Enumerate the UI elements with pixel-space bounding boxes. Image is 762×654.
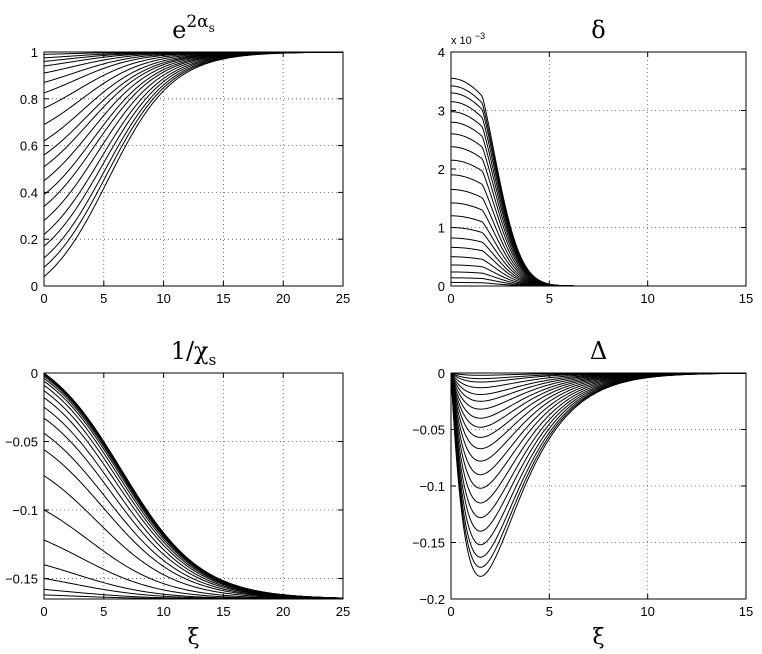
y-tick-label: 1: [438, 221, 445, 236]
panel-title: 1/χs: [171, 337, 217, 369]
series-line: [451, 277, 746, 287]
axes-frame: [43, 372, 344, 600]
series-line: [450, 372, 747, 577]
series-line: [450, 77, 746, 287]
series-line: [451, 256, 746, 287]
y-tick-label: 0: [438, 366, 445, 381]
x-tick-label: 10: [640, 604, 654, 619]
panel-title: Δ: [590, 337, 607, 365]
y-tick-label: −0.1: [419, 479, 445, 494]
series-line: [43, 475, 344, 600]
x-tick-label: 10: [156, 604, 170, 619]
series-line: [43, 51, 344, 268]
series-line: [43, 449, 344, 600]
x-tick-label: 5: [100, 604, 107, 619]
x-tick-label: 5: [546, 604, 553, 619]
x-tick-label: 25: [336, 291, 350, 306]
series-line: [43, 51, 343, 278]
y-tick-label: −0.15: [5, 571, 38, 586]
y-tick-label: 1: [31, 45, 38, 60]
x-tick-label: 10: [640, 291, 654, 306]
y-tick-label: −0.05: [412, 423, 445, 438]
series-line: [43, 51, 344, 221]
panel-delta-capital: 0 5 10 15 0 −0.05 −0.1 −0.15 −0.2 Δξ: [412, 337, 753, 650]
y-tick-label: −0.15: [412, 536, 445, 551]
y-tick-label: 4: [438, 45, 445, 60]
x-tick-label: 15: [739, 291, 753, 306]
x-axis-label: ξ: [187, 625, 199, 650]
series-line: [43, 51, 344, 182]
y-tick-label: −0.2: [419, 592, 445, 607]
series-line: [43, 509, 343, 600]
y-tick-label: 0.4: [20, 185, 38, 200]
x-tick-label: 15: [216, 291, 230, 306]
x-tick-label: 15: [739, 604, 753, 619]
series-line: [43, 539, 343, 600]
y-tick-label: 3: [438, 104, 445, 119]
series-line: [450, 372, 746, 532]
y-tick-label: 2: [438, 162, 445, 177]
y-tick-label: 0: [438, 279, 445, 294]
y-tick-label: −0.05: [5, 434, 38, 449]
x-tick-label: 5: [546, 291, 553, 306]
panel-delta-small: 0 5 10 15 0 1 2 3 4 x 10 −3 δ: [438, 16, 753, 306]
y-exponent-label: x 10 −3: [451, 31, 485, 47]
x-tick-label: 20: [276, 604, 290, 619]
y-tick-label: 0.2: [20, 232, 38, 247]
series-line: [43, 51, 343, 207]
series-line: [43, 406, 344, 599]
panel-e2alpha: 0 5 10 15 20 25 0 0.2 0.4 0.6 0.8 1 e2αs: [20, 12, 350, 306]
series-line: [451, 281, 746, 287]
series-line: [450, 372, 747, 450]
x-tick-label: 0: [447, 291, 454, 306]
series-line: [450, 246, 746, 287]
panel-title: δ: [591, 16, 605, 44]
x-tick-label: 25: [336, 604, 350, 619]
panel-title: e2αs: [172, 12, 215, 44]
series-line: [450, 121, 746, 287]
y-tick-label: 0: [31, 279, 38, 294]
x-tick-label: 0: [447, 604, 454, 619]
series-line: [43, 51, 343, 142]
series-line: [43, 378, 344, 599]
axes-frame: [43, 51, 344, 287]
y-tick-label: 0.8: [20, 92, 38, 107]
x-tick-label: 0: [40, 604, 47, 619]
series-line: [450, 188, 746, 287]
x-tick-label: 5: [100, 291, 107, 306]
series-line: [43, 432, 344, 599]
y-tick-label: 0.6: [20, 139, 38, 154]
series-line: [43, 380, 344, 599]
series-line: [43, 372, 344, 599]
y-tick-label: −0.1: [12, 503, 38, 518]
x-tick-label: 10: [156, 291, 170, 306]
series-line: [450, 372, 747, 519]
x-tick-label: 15: [216, 604, 230, 619]
x-tick-label: 20: [276, 291, 290, 306]
x-tick-label: 0: [40, 291, 47, 306]
panel-inverse-chi: 0 5 10 15 20 25 0 −0.05 −0.1 −0.15 1/χs ξ: [5, 337, 350, 650]
y-tick-label: 0: [31, 366, 38, 381]
x-axis-label: ξ: [592, 625, 604, 650]
series-line: [43, 417, 344, 599]
series-line: [450, 372, 747, 568]
